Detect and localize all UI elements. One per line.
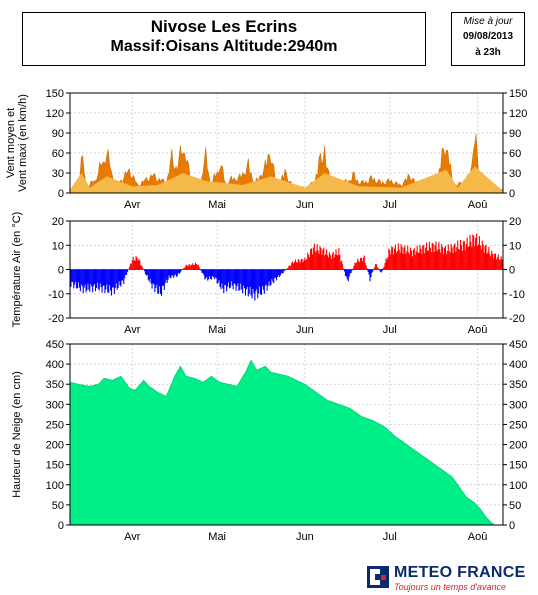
snow-ytick-label-right: 0 <box>509 520 515 532</box>
temperature-ytick-label-left: -20 <box>48 313 64 325</box>
temperature-ylabel: Température Air (en °C) <box>11 212 23 328</box>
wind-ylabel: Vent maxi (en km/h) <box>17 94 29 192</box>
wind-ytick-label-right: 60 <box>509 148 521 160</box>
wind-ytick-label-right: 90 <box>509 128 521 140</box>
temperature-xtick-label: Jul <box>383 324 397 336</box>
wind-ytick-label-right: 0 <box>509 188 515 200</box>
snow-ylabel: Hauteur de Neige (en cm) <box>11 371 23 498</box>
temperature-ytick-label-left: 10 <box>52 240 64 252</box>
meteo-france-logo: METEO FRANCE Toujours un temps d'avance <box>367 562 537 594</box>
snow-ytick-label-left: 150 <box>46 460 64 472</box>
wind-ylabel: Vent moyen et <box>5 108 17 178</box>
wind-xtick-label: Jun <box>296 199 314 211</box>
wind-ytick-label-left: 30 <box>52 168 64 180</box>
wind-ytick-label-left: 150 <box>46 88 64 100</box>
snow-depth-area <box>70 359 503 525</box>
snow-xtick-label: Avr <box>124 531 141 543</box>
snow-ytick-label-left: 200 <box>46 440 64 452</box>
snow-ytick-label-right: 200 <box>509 440 527 452</box>
temperature-ytick-label-right: -20 <box>509 313 525 325</box>
snow-ytick-label-right: 50 <box>509 500 521 512</box>
temperature-plot-border <box>69 220 504 319</box>
snow-xtick-label: Jun <box>296 531 314 543</box>
snow-ytick-label-right: 300 <box>509 399 527 411</box>
wind-ytick-label-left: 0 <box>58 188 64 200</box>
temperature-xtick-label: Aoû <box>468 324 488 336</box>
wind-plot-border <box>69 92 504 194</box>
wind-ytick-label-right: 120 <box>509 108 527 120</box>
temperature-ytick-label-left: 0 <box>58 265 64 277</box>
temperature-ytick-label-left: 20 <box>52 216 64 228</box>
brand-name: METEO FRANCE <box>394 564 526 581</box>
snow-ytick-label-right: 350 <box>509 379 527 391</box>
temperature-ytick-label-right: 10 <box>509 240 521 252</box>
snow-xtick-label: Aoû <box>468 531 488 543</box>
brand-slogan: Toujours un temps d'avance <box>394 582 506 592</box>
snow-xtick-label: Jul <box>383 531 397 543</box>
snow-ytick-label-right: 100 <box>509 480 527 492</box>
update-date: 09/08/2013 <box>462 31 514 42</box>
update-box: Mise à jour 09/08/2013 à 23h <box>451 12 525 66</box>
wind-xtick-label: Jul <box>383 199 397 211</box>
temperature-ytick-label-left: -10 <box>48 289 64 301</box>
wind-ytick-label-right: 30 <box>509 168 521 180</box>
wind-series-1 <box>70 166 503 193</box>
snow-ytick-label-left: 0 <box>58 520 64 532</box>
snow-ytick-label-right: 400 <box>509 359 527 371</box>
snow-ytick-label-left: 300 <box>46 399 64 411</box>
wind-ytick-label-right: 150 <box>509 88 527 100</box>
wind-ytick-label-left: 60 <box>52 148 64 160</box>
chart-title-line2: Massif:Oisans Altitude:2940m <box>110 38 338 55</box>
meteo-france-logo-icon <box>367 566 389 588</box>
wind-xtick-label: Avr <box>124 199 141 211</box>
temperature-ytick-label-right: -10 <box>509 289 525 301</box>
temperature-xtick-label: Mai <box>208 324 226 336</box>
update-time: à 23h <box>475 47 501 58</box>
snow-ytick-label-left: 350 <box>46 379 64 391</box>
update-label: Mise à jour <box>463 16 513 27</box>
snow-ytick-label-left: 100 <box>46 480 64 492</box>
snow-ytick-label-right: 150 <box>509 460 527 472</box>
temperature-xtick-label: Jun <box>296 324 314 336</box>
wind-ytick-label-left: 120 <box>46 108 64 120</box>
snow-ytick-label-left: 450 <box>46 339 64 351</box>
snow-plot-border <box>69 343 504 526</box>
snow-ytick-label-right: 450 <box>509 339 527 351</box>
wind-xtick-label: Aoû <box>468 199 488 211</box>
chart-title-box: Nivose Les Ecrins Massif:Oisans Altitude… <box>22 12 426 66</box>
temperature-xtick-label: Avr <box>124 324 141 336</box>
temperature-ytick-label-right: 20 <box>509 216 521 228</box>
chart-title-line1: Nivose Les Ecrins <box>150 17 298 36</box>
snow-ytick-label-left: 50 <box>52 500 64 512</box>
wind-xtick-label: Mai <box>208 199 226 211</box>
wind-ytick-label-left: 90 <box>52 128 64 140</box>
temperature-ytick-label-right: 0 <box>509 265 515 277</box>
snow-ytick-label-left: 250 <box>46 419 64 431</box>
snow-ytick-label-right: 250 <box>509 419 527 431</box>
snow-xtick-label: Mai <box>208 531 226 543</box>
snow-ytick-label-left: 400 <box>46 359 64 371</box>
